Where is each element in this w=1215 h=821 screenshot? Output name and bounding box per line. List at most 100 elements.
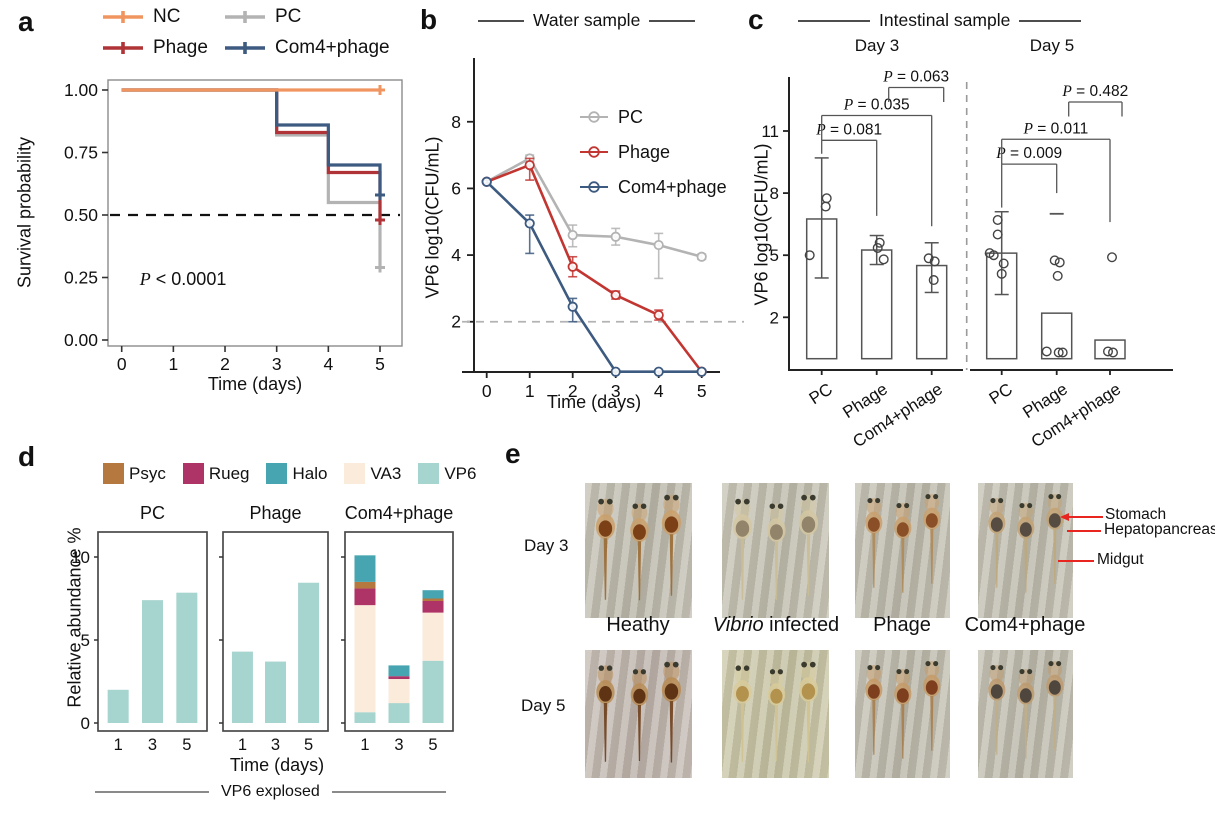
svg-text:Com4+phage: Com4+phage <box>618 177 727 197</box>
legend-item-vp6: VP6 <box>418 463 476 484</box>
shrimp-larva <box>596 499 616 601</box>
legend-item-com4-phage: Com4+phage <box>225 37 390 59</box>
annotation-stomach-label: Stomach <box>1105 506 1167 523</box>
svg-text:2: 2 <box>770 308 779 327</box>
svg-text:5: 5 <box>770 246 779 265</box>
title-dash-right <box>649 19 696 22</box>
panel-a-xlabel: Time (days) <box>207 374 303 394</box>
panel-e-label: e <box>505 438 521 469</box>
panel-c-day3-header: Day 3 <box>854 36 900 55</box>
photo-day3-com4-phage <box>978 483 1073 618</box>
annotation-hepatopancreas-line <box>1067 530 1101 532</box>
annotation-stomach-arrow <box>1060 512 1069 521</box>
svg-text:5: 5 <box>375 354 385 374</box>
annotation-midgut-line <box>1058 560 1094 562</box>
title-dash-left <box>478 19 524 22</box>
legend-item-pc: PC <box>225 6 390 28</box>
photo-day5-phage <box>855 650 950 778</box>
svg-text:5: 5 <box>182 736 191 754</box>
km-line-marker <box>103 42 143 54</box>
svg-text:0: 0 <box>482 381 492 401</box>
title-dash-right <box>1019 19 1082 22</box>
panel-c-day5-header: Day 5 <box>1029 36 1075 55</box>
shrimp-larva <box>798 495 818 597</box>
shrimp-larva <box>922 494 941 585</box>
panel-e-col-label-vibrio-infected: Vibrio infected <box>712 614 840 636</box>
svg-text:PC: PC <box>618 107 643 127</box>
legend-swatch <box>344 463 366 484</box>
panel-e-col-label-com4-phage: Com4+phage <box>964 614 1086 636</box>
shrimp-larva <box>922 661 941 751</box>
svg-text:3: 3 <box>611 381 621 401</box>
photo-day5-com4-phage <box>978 650 1073 778</box>
svg-text:P = 0.482: P = 0.482 <box>1061 83 1128 100</box>
panel-d-label: d <box>18 441 36 472</box>
panel-b-label: b <box>420 4 438 35</box>
panel-a-legend: NC PC Phage Com4+phage <box>103 6 390 59</box>
legend-swatch <box>103 463 124 484</box>
title-dash-left <box>798 19 870 22</box>
km-line-marker <box>225 11 265 23</box>
legend-item-phage: Phage <box>103 37 225 59</box>
svg-text:PC: PC <box>986 379 1016 408</box>
shrimp-larva <box>596 665 616 762</box>
svg-text:P = 0.011: P = 0.011 <box>1022 120 1088 137</box>
panel-d-footer-text: VP6 explosed <box>221 783 320 800</box>
panel-d-subtitle-com4-phage: Com4+phage <box>344 503 454 523</box>
svg-text:0.50: 0.50 <box>64 205 98 225</box>
annotation-stomach-line <box>1068 516 1103 518</box>
svg-text:Phage: Phage <box>618 142 670 162</box>
shrimp-larva <box>1045 494 1064 585</box>
svg-text:4: 4 <box>451 245 461 265</box>
legend-swatch <box>266 463 288 484</box>
svg-text:5: 5 <box>304 736 313 754</box>
svg-text:2: 2 <box>451 312 461 332</box>
legend-label: Com4+phage <box>275 37 390 58</box>
panel-d-footer: VP6 explosed <box>95 783 446 801</box>
svg-text:1: 1 <box>525 381 535 401</box>
shrimp-larva <box>733 665 753 762</box>
svg-text:0: 0 <box>81 714 90 733</box>
svg-text:6: 6 <box>451 178 461 198</box>
panel-b-title-text: Water sample <box>533 10 641 30</box>
svg-text:P = 0.035: P = 0.035 <box>843 96 910 113</box>
svg-text:0.25: 0.25 <box>64 268 98 288</box>
svg-text:P = 0.063: P = 0.063 <box>882 69 949 86</box>
legend-label: NC <box>153 6 181 27</box>
svg-text:1: 1 <box>114 736 123 754</box>
km-line-marker <box>103 11 143 23</box>
survival-chart: 1.00 0.75 0.50 0.25 0.00 0 1 2 3 4 5 P < 0.0001 <box>64 79 403 374</box>
shrimp-larva <box>987 498 1006 589</box>
shrimp-larva <box>864 498 883 589</box>
photo-day3-heathy <box>585 483 692 618</box>
panel-e-row-label-day5: Day 5 <box>521 696 566 715</box>
svg-text:1: 1 <box>238 736 247 754</box>
panel-b-ylabel: VP6 log10(CFU/mL) <box>422 136 443 299</box>
legend-label: PC <box>275 6 302 27</box>
svg-text:1.00: 1.00 <box>64 80 98 100</box>
legend-item-nc: NC <box>103 6 225 28</box>
shrimp-larva <box>630 668 648 761</box>
shrimp-larva <box>766 502 786 600</box>
panel-d-ylabel: Relative abundance % <box>64 527 85 708</box>
svg-text:1: 1 <box>168 354 178 374</box>
annotation-hepatopancreas-label: Hepatopancreas <box>1104 521 1215 538</box>
svg-text:3: 3 <box>394 736 403 754</box>
shrimp-larva <box>798 661 818 763</box>
svg-text:0.75: 0.75 <box>64 143 98 163</box>
shrimp-larva <box>661 661 681 763</box>
svg-text:8: 8 <box>451 112 461 132</box>
svg-text:5: 5 <box>428 736 437 754</box>
panel-e-col-label-heathy: Heathy <box>606 614 670 636</box>
svg-text:P = 0.081: P = 0.081 <box>815 121 882 138</box>
panel-c-label: c <box>748 4 764 35</box>
shrimp-larva <box>894 502 912 593</box>
photo-day5-heathy <box>585 650 692 778</box>
legend-swatch <box>418 463 440 484</box>
svg-text:P < 0.0001: P < 0.0001 <box>139 269 227 289</box>
shrimp-larva <box>1017 502 1035 593</box>
panel-c-title-text: Intestinal sample <box>879 10 1011 30</box>
panel-b-xlabel: Time (days) <box>546 392 642 412</box>
